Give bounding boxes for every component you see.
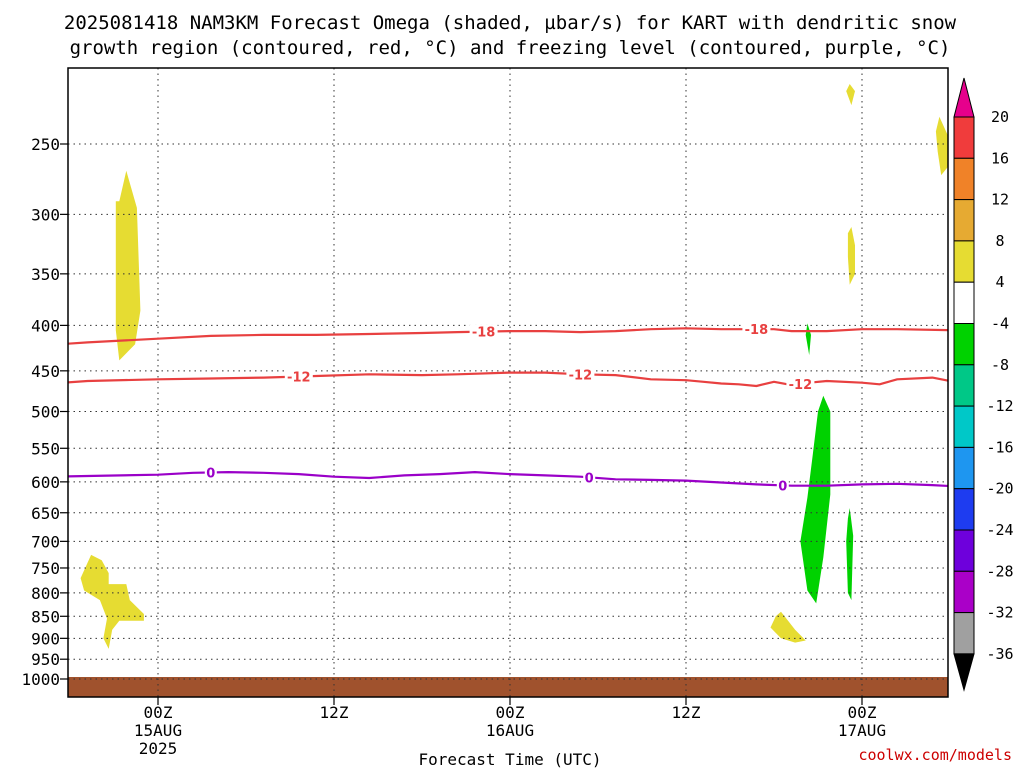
x-tick-label-0-0: 00Z (144, 703, 173, 722)
omega-region-2 (770, 611, 806, 643)
colorbar-cell-10 (953, 529, 975, 572)
y-tick-label-450: 450 (31, 362, 60, 381)
colorbar-label-1: 16 (991, 149, 1009, 167)
plot-frame (67, 67, 949, 698)
x-tick-label-20-1: 16AUG (486, 721, 534, 740)
omega-region-8 (846, 508, 854, 601)
contour-label-1-0: -12 (287, 371, 311, 386)
contour-label-bg-0-1 (742, 322, 771, 337)
colorbar-label-5: -4 (991, 315, 1009, 333)
y-tick-label-500: 500 (31, 403, 60, 422)
contour-label-bg-1-1 (566, 367, 595, 382)
x-axis-label: Forecast Time (UTC) (418, 750, 601, 768)
colorbar-top-arrow (953, 77, 975, 118)
contour-label-1-2: -12 (789, 378, 813, 393)
y-tick-label-850: 850 (31, 607, 60, 626)
omega-region-5 (935, 116, 948, 176)
contour-label-bg-2-0 (204, 465, 217, 480)
colorbar-cell-4 (953, 281, 975, 325)
colorbar-cell-11 (953, 570, 975, 614)
contour-label-bg-2-2 (776, 478, 789, 493)
credit-text: coolwx.com/models (858, 746, 1012, 764)
colorbar-label-10: -24 (986, 521, 1013, 539)
contour-label-bg-1-2 (786, 376, 815, 391)
contour-line-2 (68, 471, 948, 488)
chart-title-line2: growth region (contoured, red, °C) and f… (70, 37, 951, 59)
colorbar-cell-12 (953, 612, 975, 655)
x-tick-label-40-1: 17AUG (838, 721, 886, 740)
colorbar-label-0: 20 (991, 108, 1009, 126)
colorbar-label-12: -32 (986, 604, 1013, 622)
colorbar-label-9: -20 (986, 480, 1013, 498)
x-tick-label-0-1: 15AUG (134, 721, 182, 740)
colorbar-cell-8 (953, 446, 975, 490)
colorbar-label-8: -16 (986, 438, 1013, 456)
colorbar-label-6: -8 (991, 356, 1009, 374)
ground-fill (68, 677, 948, 697)
contour-label-2-0: 0 (206, 466, 215, 481)
colorbar-label-7: -12 (986, 397, 1013, 415)
contour-label-0-1: -18 (745, 323, 769, 338)
y-tick-label-950: 950 (31, 650, 60, 669)
contour-label-bg-1-0 (284, 369, 313, 384)
colorbar-label-2: 12 (991, 191, 1009, 209)
colorbar-label-4: 4 (995, 273, 1004, 291)
x-tick-label-40-0: 00Z (848, 703, 877, 722)
colorbar-cell-9 (953, 488, 975, 531)
omega-region-0 (115, 170, 141, 361)
colorbar-cell-5 (953, 323, 975, 366)
contour-label-2-2: 0 (778, 479, 787, 494)
omega-region-1 (80, 554, 144, 649)
contour-label-0-0: -18 (472, 326, 496, 341)
colorbar-label-3: 8 (995, 232, 1004, 250)
colorbar-label-11: -28 (986, 562, 1013, 580)
omega-region-4 (847, 227, 855, 285)
colorbar-cell-1 (953, 157, 975, 201)
omega-region-7 (800, 395, 831, 604)
contour-line-1 (68, 371, 948, 388)
y-tick-label-400: 400 (31, 316, 60, 335)
colorbar-cell-2 (953, 199, 975, 242)
y-tick-label-250: 250 (31, 135, 60, 154)
colorbar-cell-0 (953, 116, 975, 159)
x-tick-label-0-2: 2025 (139, 739, 178, 758)
colorbar-cell-6 (953, 364, 975, 407)
y-tick-label-650: 650 (31, 504, 60, 523)
y-tick-label-600: 600 (31, 473, 60, 492)
colorbar-label-13: -36 (986, 645, 1013, 663)
chart-title-line1: 2025081418 NAM3KM Forecast Omega (shaded… (64, 12, 957, 34)
y-tick-label-300: 300 (31, 205, 60, 224)
y-tick-label-900: 900 (31, 629, 60, 648)
colorbar-cell-3 (953, 240, 975, 283)
contour-line-0 (68, 327, 948, 345)
contour-label-1-1: -12 (569, 368, 593, 383)
contour-label-bg-2-1 (583, 470, 596, 485)
contour-label-bg-0-0 (469, 324, 498, 339)
x-tick-label-10-0: 12Z (320, 703, 349, 722)
colorbar-bottom-arrow (953, 653, 975, 692)
y-tick-label-800: 800 (31, 584, 60, 603)
y-tick-label-350: 350 (31, 265, 60, 284)
y-tick-label-700: 700 (31, 532, 60, 551)
x-tick-label-30-0: 12Z (672, 703, 701, 722)
y-tick-label-1000: 1000 (21, 670, 60, 689)
colorbar-cell-7 (953, 405, 975, 448)
y-tick-label-750: 750 (31, 559, 60, 578)
x-tick-label-20-0: 00Z (496, 703, 525, 722)
omega-region-3 (846, 84, 855, 106)
y-tick-label-550: 550 (31, 439, 60, 458)
contour-label-2-1: 0 (585, 471, 594, 486)
